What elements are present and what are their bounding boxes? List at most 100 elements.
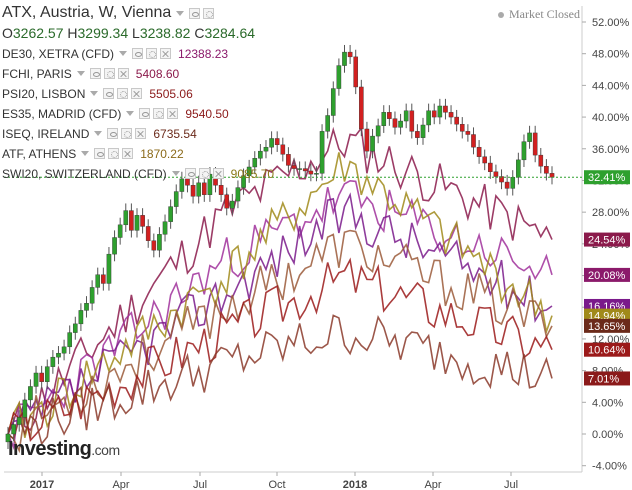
candle-body	[168, 206, 173, 222]
series-line	[7, 314, 553, 446]
candle-body	[44, 366, 50, 382]
candle-body	[286, 154, 291, 166]
eye-icon[interactable]	[139, 108, 151, 119]
close-icon[interactable]	[167, 108, 179, 119]
eye-icon[interactable]	[107, 128, 119, 139]
status-dot-icon	[498, 11, 504, 18]
chart-title-row: ATX, Austria, W, Vienna	[2, 3, 217, 23]
gear-icon[interactable]	[198, 168, 210, 179]
candle-body	[465, 131, 471, 135]
chevron-down-icon[interactable]	[94, 131, 103, 136]
candle-body	[403, 110, 409, 122]
candle-body	[129, 210, 134, 231]
candle-body	[28, 386, 33, 401]
gear-icon[interactable]	[146, 48, 158, 59]
candle-body	[359, 86, 364, 130]
candle-body	[532, 132, 538, 156]
candle-body	[521, 141, 527, 161]
candle-body	[516, 159, 521, 178]
candle-body	[325, 115, 330, 132]
candle-body	[140, 215, 145, 227]
series-line	[7, 257, 553, 442]
low-value: 3238.82	[139, 25, 191, 41]
eye-icon[interactable]	[189, 7, 201, 19]
candle-body	[459, 124, 465, 132]
close-icon[interactable]	[131, 88, 143, 99]
candle-body	[151, 240, 157, 251]
candle-body	[117, 224, 123, 238]
series-line	[7, 192, 553, 435]
close-icon[interactable]	[117, 68, 129, 79]
candle-body	[196, 182, 201, 197]
candle-body	[280, 144, 286, 155]
candle-body	[431, 110, 437, 118]
close-icon[interactable]	[122, 148, 134, 159]
candle-body	[246, 166, 252, 176]
legend-series-name: FCHI, PARIS	[2, 66, 72, 81]
legend-series-value: 9540.50	[185, 106, 229, 121]
end-label-box	[584, 318, 630, 333]
candle-body	[84, 303, 89, 311]
candle-body	[297, 168, 302, 170]
gear-icon[interactable]	[108, 148, 120, 159]
y-tick-label: 48.00%	[592, 49, 630, 61]
series-line	[7, 126, 553, 435]
chevron-down-icon[interactable]	[119, 51, 128, 56]
candle-body	[258, 150, 263, 159]
end-label-box	[584, 232, 630, 247]
legend-series-name: ES35, MADRID (CFD)	[2, 106, 122, 121]
chevron-down-icon[interactable]	[76, 71, 85, 76]
candle-body	[201, 182, 207, 195]
gear-icon[interactable]	[153, 108, 165, 119]
eye-icon[interactable]	[89, 68, 101, 79]
candle-body	[398, 120, 403, 128]
high-label: H	[67, 25, 78, 41]
gear-icon[interactable]	[117, 88, 129, 99]
logo-name: Investing	[8, 438, 92, 460]
chevron-down-icon[interactable]	[81, 151, 90, 156]
close-icon[interactable]	[212, 168, 224, 179]
candle-body	[291, 165, 297, 169]
legend-series-value: 6735.54	[153, 126, 197, 141]
market-status: Market Closed	[498, 7, 580, 22]
candle-body	[72, 323, 78, 333]
candle-body	[230, 200, 235, 209]
close-icon[interactable]	[135, 128, 147, 139]
legend-series-name: PSI20, LISBON	[2, 86, 86, 101]
candle-body	[454, 116, 459, 125]
chevron-down-icon[interactable]	[171, 171, 180, 176]
x-tick-label: Jul	[504, 479, 518, 490]
close-icon[interactable]	[160, 48, 172, 59]
chevron-down-icon[interactable]	[176, 10, 185, 16]
y-tick-label: 0.00%	[592, 429, 623, 441]
candle-body	[437, 105, 443, 118]
eye-icon[interactable]	[94, 148, 106, 159]
y-tick-label: 52.00%	[592, 17, 630, 29]
eye-icon[interactable]	[184, 168, 196, 179]
candle-body	[162, 221, 168, 235]
candle-body	[476, 146, 482, 157]
candle-body	[218, 185, 224, 195]
candle-body	[252, 158, 258, 168]
gear-icon[interactable]	[203, 7, 215, 19]
candle-body	[89, 287, 95, 304]
candle-body	[263, 146, 269, 152]
legend-row: SWI20, SWITZERLAND (CFD) 9085.70	[2, 165, 274, 182]
chevron-down-icon[interactable]	[90, 91, 99, 96]
x-tick-label: Jul	[193, 479, 207, 490]
end-label-text: 24.54%	[588, 235, 626, 247]
open-label: O	[2, 25, 13, 41]
candle-body	[50, 356, 56, 367]
candle-body	[106, 253, 112, 284]
candle-body	[67, 332, 72, 348]
end-label-box	[584, 342, 630, 357]
y-tick-label: 28.00%	[592, 207, 630, 219]
gear-icon[interactable]	[121, 128, 133, 139]
gear-icon[interactable]	[103, 68, 115, 79]
end-label-text: 20.08%	[588, 270, 626, 282]
x-tick-label: Apr	[424, 479, 441, 490]
logo-suffix: .com	[91, 442, 120, 458]
eye-icon[interactable]	[132, 48, 144, 59]
eye-icon[interactable]	[103, 88, 115, 99]
chevron-down-icon[interactable]	[126, 111, 135, 116]
